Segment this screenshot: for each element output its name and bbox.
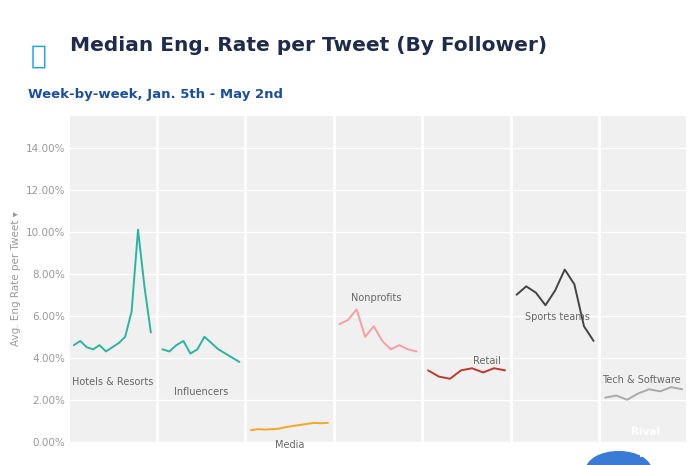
Text: Influencers: Influencers	[174, 387, 228, 397]
Text: Week-by-week, Jan. 5th - May 2nd: Week-by-week, Jan. 5th - May 2nd	[28, 87, 283, 100]
Ellipse shape	[586, 452, 651, 465]
Text: Rival: Rival	[631, 427, 660, 437]
Text: Hotels & Resorts: Hotels & Resorts	[71, 377, 153, 387]
Text: Media: Media	[275, 439, 304, 450]
Text: Sports teams: Sports teams	[525, 312, 589, 322]
Text: Retail: Retail	[473, 356, 501, 366]
Text: Median Eng. Rate per Tweet (By Follower): Median Eng. Rate per Tweet (By Follower)	[70, 35, 547, 54]
Text: IQ: IQ	[639, 448, 652, 458]
Y-axis label: Avg. Eng Rate per Tweet ▾: Avg. Eng Rate per Tweet ▾	[11, 212, 22, 346]
Text: Tech & Software: Tech & Software	[602, 375, 680, 385]
Text: 🐦: 🐦	[31, 44, 46, 70]
Text: Nonprofits: Nonprofits	[351, 293, 402, 303]
